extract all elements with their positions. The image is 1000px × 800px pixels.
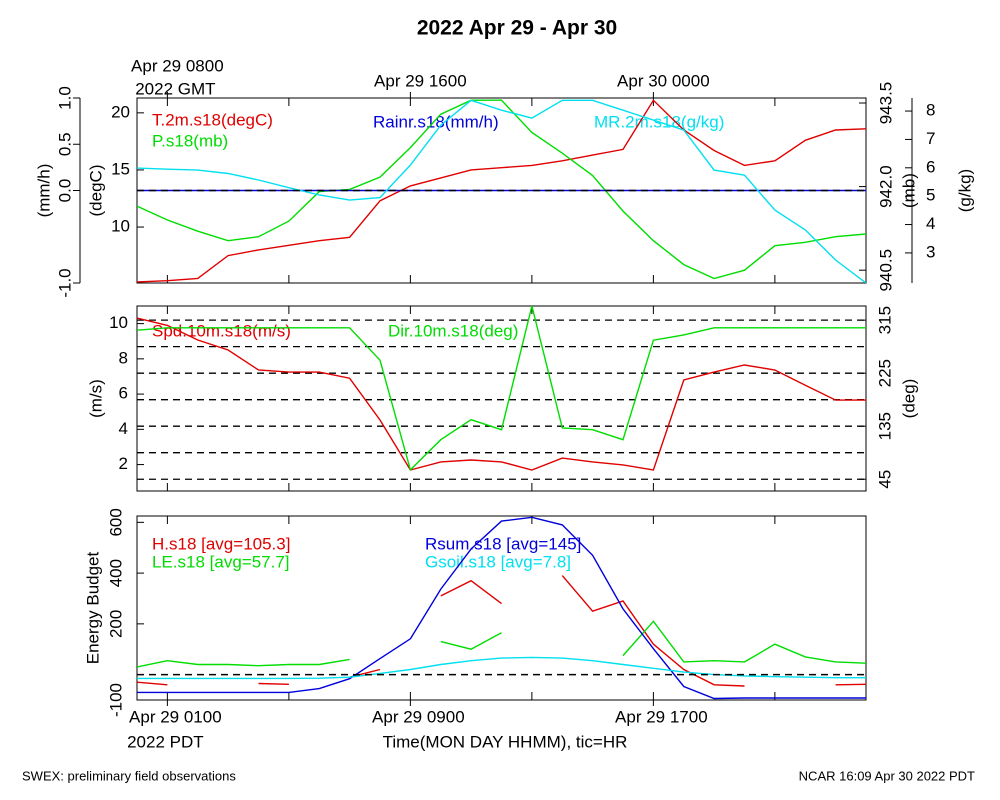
- y-axis-title: Energy Budget: [83, 551, 102, 664]
- series-line: [137, 99, 866, 283]
- y-tick-label: 45: [875, 470, 894, 489]
- y-axis-title: (degC): [86, 165, 105, 217]
- series-line: [137, 99, 866, 280]
- y-axis-title: (deg): [899, 379, 918, 419]
- chart-title: 2022 Apr 29 - Apr 30: [417, 17, 617, 40]
- y-tick-label: 400: [106, 559, 125, 587]
- series-label: T.2m.s18(degC): [152, 110, 273, 129]
- y-tick-label: 10: [111, 217, 130, 236]
- y-tick-label: 1.0: [55, 86, 74, 110]
- series-label: Rsum.s18 [avg=145]: [425, 534, 581, 553]
- y-tick-label: 20: [111, 102, 130, 121]
- x-note: 2022 PDT: [127, 732, 204, 751]
- x-tick-label: Apr 29 1700: [615, 707, 708, 726]
- y-tick-label: 2: [119, 454, 128, 473]
- x-tick-label: Apr 29 0100: [129, 707, 222, 726]
- y-tick-label: 7: [926, 129, 935, 148]
- y-tick-label: 8: [926, 101, 935, 120]
- y-axis-title: (mm/h): [34, 164, 53, 218]
- top-x-tick-label: Apr 30 0000: [617, 71, 710, 90]
- series-label: H.s18 [avg=105.3]: [152, 534, 290, 553]
- series-line: [137, 516, 866, 700]
- series-label: LE.s18 [avg=57.7]: [152, 552, 290, 571]
- footer-right: NCAR 16:09 Apr 30 2022 PDT: [799, 768, 975, 783]
- series-line: [137, 575, 866, 687]
- y-tick-label: 942.0: [876, 165, 895, 208]
- y-tick-label: 6: [119, 384, 128, 403]
- y-tick-label: 15: [111, 159, 130, 178]
- y-tick-label: 10: [109, 313, 128, 332]
- footer-left: SWEX: preliminary field observations: [22, 768, 236, 783]
- y-tick-label: 5: [926, 186, 935, 205]
- y-tick-label: 0.5: [55, 132, 74, 156]
- x-axis-title: Time(MON DAY HHMM), tic=HR: [383, 732, 628, 751]
- series-label: Rainr.s18(mm/h): [373, 112, 499, 131]
- y-tick-label: -100: [106, 683, 125, 717]
- series-label: Spd.10m.s18(m/s): [152, 321, 291, 340]
- y-tick-label: 943.5: [876, 82, 895, 125]
- plot-frame: [136, 305, 867, 492]
- y-tick-label: 8: [119, 348, 128, 367]
- y-tick-label: 940.5: [876, 249, 895, 292]
- y-tick-label: 3: [926, 242, 935, 261]
- top-x-tick-label: Apr 29 0800: [131, 56, 224, 75]
- y-tick-label: 200: [106, 610, 125, 638]
- y-axis-title: (m/s): [86, 379, 105, 418]
- top-x-tick-label: Apr 29 1600: [374, 71, 467, 90]
- y-tick-label: 0.0: [55, 179, 74, 203]
- y-axis-title: (mb): [899, 173, 918, 208]
- series-label: Gsoil.s18 [avg=7.8]: [425, 552, 571, 571]
- y-tick-label: 4: [119, 419, 128, 438]
- y-tick-label: -1.0: [55, 268, 74, 297]
- x-tick-label: Apr 29 0900: [372, 707, 465, 726]
- series-label: P.s18(mb): [152, 131, 228, 150]
- series-label: Dir.10m.s18(deg): [388, 321, 518, 340]
- y-tick-label: 600: [106, 508, 125, 536]
- series-line: [137, 99, 866, 283]
- series-line: [137, 656, 866, 680]
- plot-frame: [136, 515, 867, 701]
- y-tick-label: 315: [875, 306, 894, 334]
- y-tick-label: 225: [875, 359, 894, 387]
- series-line: [137, 620, 866, 668]
- series-line: [137, 306, 866, 472]
- y-tick-label: 135: [875, 412, 894, 440]
- series-line: [137, 317, 866, 471]
- y-tick-label: 6: [926, 157, 935, 176]
- y-tick-label: 4: [926, 214, 935, 233]
- y-axis-title: (g/kg): [955, 169, 974, 212]
- top-x-note: 2022 GMT: [135, 79, 215, 98]
